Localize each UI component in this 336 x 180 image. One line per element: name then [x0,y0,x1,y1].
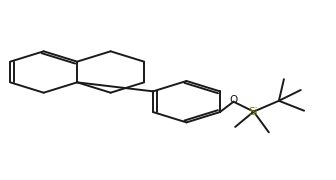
Text: O: O [229,94,238,105]
Text: Si: Si [249,107,258,117]
